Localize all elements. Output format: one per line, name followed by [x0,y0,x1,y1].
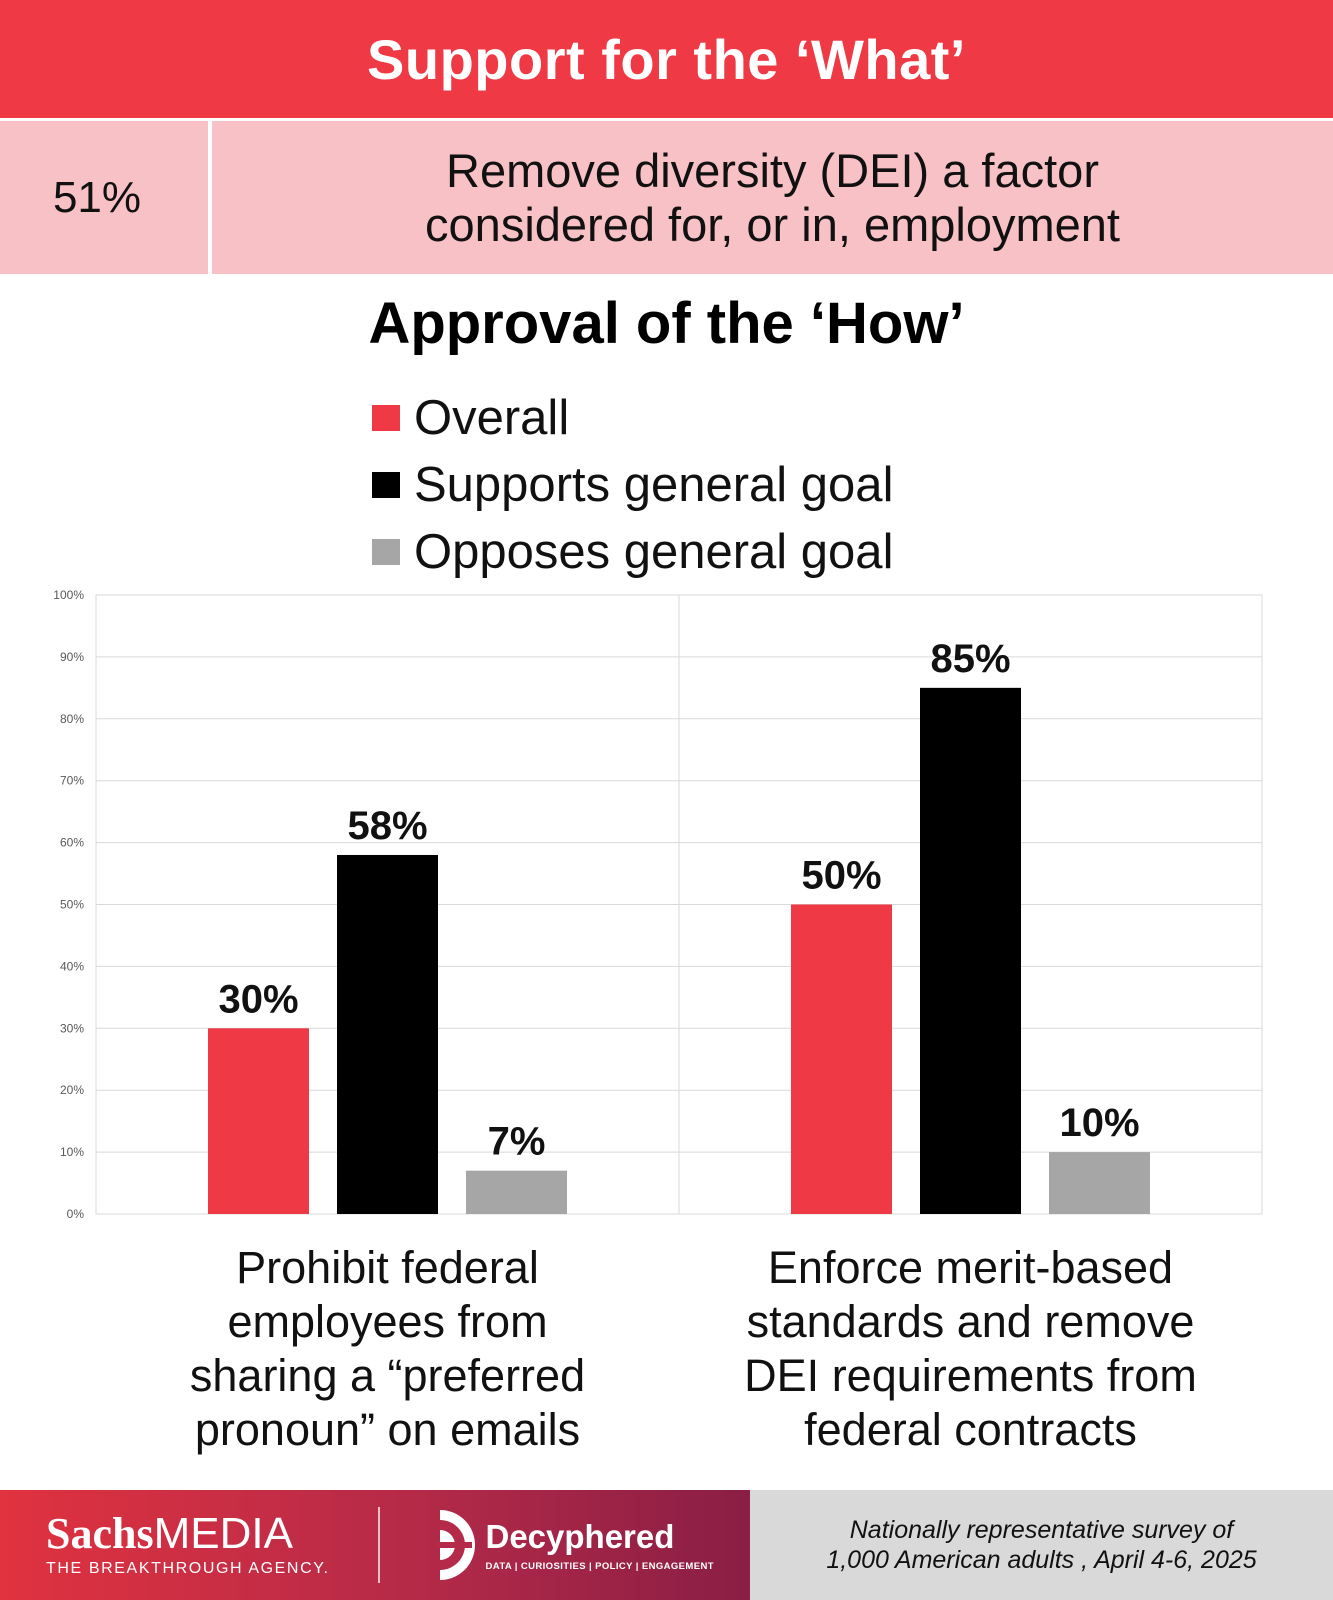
x-category-label: Enforce merit-based [768,1242,1173,1293]
sachs-media-logo: SachsMEDIA THE BREAKTHROUGH AGENCY. [46,1512,330,1578]
legend-item-opposes: Opposes general goal [372,518,893,585]
x-category-label: DEI requirements from [744,1350,1197,1401]
bar [466,1170,567,1214]
bar [208,1028,309,1214]
legend-item-overall: Overall [372,384,893,451]
survey-note-line-1: Nationally representative survey of [849,1516,1234,1544]
x-category-label: Prohibit federal [236,1242,539,1293]
y-tick-label: 80% [60,712,84,726]
legend-label-supports: Supports general goal [414,457,894,512]
sachs-tagline: THE BREAKTHROUGH AGENCY. [46,1560,330,1577]
x-category-label: federal contracts [804,1404,1137,1455]
x-category-label: employees from [227,1296,547,1347]
header-banner: Support for the ‘What’ [0,0,1333,118]
footer: SachsMEDIA THE BREAKTHROUGH AGENCY. Decy… [0,1490,1333,1600]
x-category-label: pronoun” on emails [195,1404,580,1455]
what-description: Remove diversity (DEI) a factor consider… [212,121,1333,274]
sachs-logo-bold: Sachs [46,1509,154,1558]
bar [791,904,892,1214]
legend-swatch-overall [372,404,400,431]
legend-swatch-supports [372,471,400,498]
y-tick-label: 60% [60,836,84,850]
chart-title: Approval of the ‘How’ [368,291,965,356]
footer-brand: SachsMEDIA THE BREAKTHROUGH AGENCY. Decy… [0,1490,750,1600]
y-tick-label: 40% [60,959,84,973]
legend-label-opposes: Opposes general goal [414,524,894,579]
logo-divider [377,1507,380,1583]
bar [337,854,438,1214]
bar-value-label: 50% [801,854,881,898]
header-title: Support for the ‘What’ [367,27,966,91]
y-tick-label: 10% [60,1145,84,1159]
bar-chart: 0% 10% 20% 30% 40% 50% 60% 70% 80% 90% 100% 30% 58% 7… [53,588,1263,1455]
survey-note-line-2: 1,000 American adults , April 4-6, 2025 [826,1546,1257,1574]
y-tick-label: 50% [60,898,84,912]
decyphered-name: Decyphered [485,1517,675,1555]
decyphered-icon [435,1510,475,1580]
bar-value-label: 58% [347,804,427,848]
sachs-logo-light: MEDIA [153,1509,293,1558]
bar [1049,1152,1150,1214]
bar-value-label: 85% [930,637,1010,681]
survey-note: Nationally representative survey of 1,00… [750,1490,1333,1600]
what-row: 51% Remove diversity (DEI) a factor cons… [0,118,1333,274]
decyphered-tagline: DATA | CURIOSITIES | POLICY | ENGAGEMENT [485,1560,714,1572]
x-category-label: standards and remove [747,1296,1195,1347]
what-line-2: considered for, or in, employment [425,197,1120,251]
legend-item-supports: Supports general goal [372,451,893,518]
y-tick-label: 90% [60,650,84,664]
chart-legend: Overall Supports general goal Opposes ge… [372,384,893,585]
x-category-label: sharing a “preferred [190,1350,585,1401]
bar-value-label: 7% [488,1120,546,1164]
bar-value-label: 10% [1059,1101,1139,1145]
decyphered-logo: Decyphered DATA | CURIOSITIES | POLICY |… [435,1506,714,1584]
y-tick-label: 0% [67,1207,85,1221]
bar-value-label: 30% [218,977,298,1021]
y-tick-label: 100% [53,588,84,602]
what-percent: 51% [0,121,212,274]
legend-label-overall: Overall [414,390,570,445]
bar [920,687,1021,1214]
y-tick-label: 20% [60,1083,84,1097]
y-tick-label: 30% [60,1021,84,1035]
what-line-1: Remove diversity (DEI) a factor [446,143,1099,197]
y-tick-label: 70% [60,774,84,788]
legend-swatch-opposes [372,538,400,565]
